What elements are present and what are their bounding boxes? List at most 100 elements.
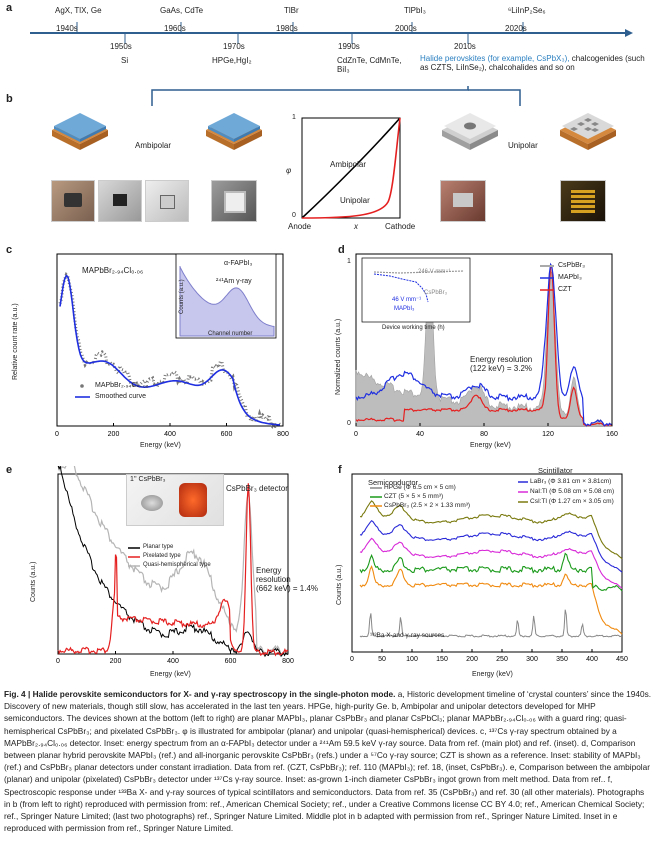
phi-tick-1: 1 — [292, 114, 296, 121]
series-czt — [355, 264, 613, 427]
ambipolar-curve — [301, 117, 401, 219]
cathode-label: Cathode — [385, 222, 416, 231]
xtick-label: 50 — [378, 656, 386, 663]
series-labr3 — [359, 519, 623, 573]
xtick-label: 160 — [606, 431, 618, 438]
chart-c-smoothed-curve — [59, 274, 281, 426]
ambipolar-label: Ambipolar — [135, 141, 172, 150]
anode-label: Anode — [288, 222, 312, 231]
xtick-label: 150 — [436, 656, 448, 663]
material-2010s: Halide perovskites (for example, CsPbX₃)… — [420, 54, 650, 72]
xtick-label: 600 — [225, 658, 237, 665]
chart-d-inset-frame — [361, 257, 471, 323]
xtick-label: 350 — [556, 656, 568, 663]
photo-planar-mapbi3 — [51, 180, 95, 222]
chart-f-ylabel: Counts (a.u.) — [336, 564, 343, 605]
inset-xlabel: Device working time (h) — [382, 325, 445, 331]
phi-tick-0: 0 — [292, 212, 296, 219]
chart-c-title: MAPbBr₂.₉₄Cl₀.₀₆ — [82, 266, 144, 275]
series-czt — [359, 552, 623, 592]
chart-e-xticks: 0 200 400 600 800 — [56, 651, 294, 665]
unipolar-curve-label: Unipolar — [340, 196, 370, 205]
material-2000s: TlPbI₃ — [404, 6, 426, 15]
chart-d-legend-czt: CZT — [558, 286, 572, 293]
xtick-label: 0 — [55, 431, 59, 438]
ambipolar-device-1 — [52, 113, 108, 150]
chart-f-svg: 0 50 100 150 200 250 300 350 400 450 — [350, 473, 628, 663]
decade-2000s: 2000s — [395, 24, 417, 33]
photo-planar-cspbbr3 — [98, 180, 142, 222]
series-mapbi3 — [355, 262, 613, 427]
panel-c-label: c — [6, 244, 13, 256]
xtick-label: 120 — [542, 431, 554, 438]
xtick-label: 40 — [416, 431, 424, 438]
unipolar-device-2 — [560, 113, 616, 150]
inset-annot-246: 246 V mm⁻¹ — [418, 269, 451, 275]
detector-label: CsPbBr₃ detector — [226, 484, 288, 493]
phi-ylabel: φ — [286, 166, 292, 175]
photo-guard-ring — [211, 180, 257, 222]
photo-label: 1'' CsPbBr₃ — [130, 476, 166, 483]
decade-1970s: 1970s — [223, 42, 245, 51]
material-1960s: GaAs, CdTe — [160, 6, 204, 15]
xtick-label: 0 — [354, 431, 358, 438]
decade-1990s: 1990s — [338, 42, 360, 51]
phi-plot — [301, 117, 401, 219]
timeline-arrow — [625, 29, 633, 37]
series-hpge — [359, 609, 623, 638]
chart-d-ylabel: Normalized counts (a.u.) — [335, 318, 342, 395]
panel-a-label: a — [6, 2, 13, 14]
chart-c-legend-data: MAPbBr₂.₉₄Cl₀.₀₆ — [95, 382, 149, 389]
connector-left — [151, 86, 469, 106]
inset-cspbbr3-line — [373, 270, 465, 274]
xtick-label: 300 — [526, 656, 538, 663]
chart-c-inset-spectrum — [179, 266, 275, 337]
chart-d-legend-cspbbr3: CsPbBr₃ — [558, 262, 585, 269]
xtick-label: 80 — [480, 431, 488, 438]
chart-d-legend-mapbi3: MAPbI₃ — [558, 274, 582, 281]
chart-f-frame — [351, 473, 623, 653]
xtick-label: 400 — [164, 431, 176, 438]
xtick-label: 250 — [496, 656, 508, 663]
legend-hpge: HPGe (Φ 6.5 cm × 5 cm) — [384, 484, 456, 491]
chart-d-ytick-1: 1 — [347, 258, 351, 265]
chart-c-xticks: 0 200 400 600 800 — [55, 423, 289, 438]
legend-cspbbr3: CsPbBr₃ (2.5 × 2 × 1.33 mm³) — [384, 502, 471, 509]
material-1980s: TlBr — [284, 6, 299, 15]
chart-c-svg: 0 200 400 600 800 — [55, 253, 289, 438]
xtick-label: 0 — [350, 656, 354, 663]
panel-e-label: e — [6, 464, 13, 476]
legend-data-marker — [80, 384, 84, 388]
chart-e-ylabel: Counts (a.u.) — [30, 561, 37, 602]
chart-d-svg: 0 40 80 120 160 — [354, 253, 618, 438]
material-1990s: CdZnTe, CdMnTe, BiI₃ — [337, 56, 402, 75]
unipolar-device-1 — [442, 113, 498, 150]
decade-2010s: 2010s — [454, 42, 476, 51]
photo-quasi-hemispherical — [440, 180, 486, 222]
phi-plot-frame — [301, 117, 401, 219]
material-1940s: AgX, TlX, Ge — [55, 6, 102, 15]
photo-pixelated — [560, 180, 606, 222]
photo-ingot — [126, 474, 224, 526]
xtick-label: 800 — [282, 658, 294, 665]
timeline-svg — [30, 22, 633, 44]
xtick-label: 400 — [586, 656, 598, 663]
figure-caption: Fig. 4 | Halide perovskite semiconductor… — [4, 688, 652, 834]
highlight-rest: chalcogenides (such as CZTS, LiInSe₂), c… — [420, 54, 645, 73]
timeline-ticks — [76, 22, 524, 44]
chart-c-legend-smoothed: Smoothed curve — [95, 393, 146, 400]
chart-c-inset-title: α-FAPbI₃ — [224, 260, 253, 267]
legend-czt: CZT (5 × 5 × 5 mm³) — [384, 493, 444, 500]
inset-annot-46: 46 V mm⁻¹ — [392, 297, 422, 303]
legend-pixelated: Pixelated type — [143, 553, 181, 559]
x-label: x — [354, 222, 358, 231]
chart-c-ylabel: Relative count rate (a.u.) — [12, 303, 19, 380]
decade-1980s: 1980s — [276, 24, 298, 33]
series-nai — [359, 537, 623, 589]
chart-d-ytick-0: 0 — [347, 420, 351, 427]
xtick-label: 200 — [108, 431, 120, 438]
decade-1940s: 1940s — [56, 24, 78, 33]
series-planar — [57, 466, 289, 658]
scint-title: Scintillator — [538, 466, 573, 475]
material-2020s: ⁶LiInP₂Se₆ — [508, 6, 546, 15]
